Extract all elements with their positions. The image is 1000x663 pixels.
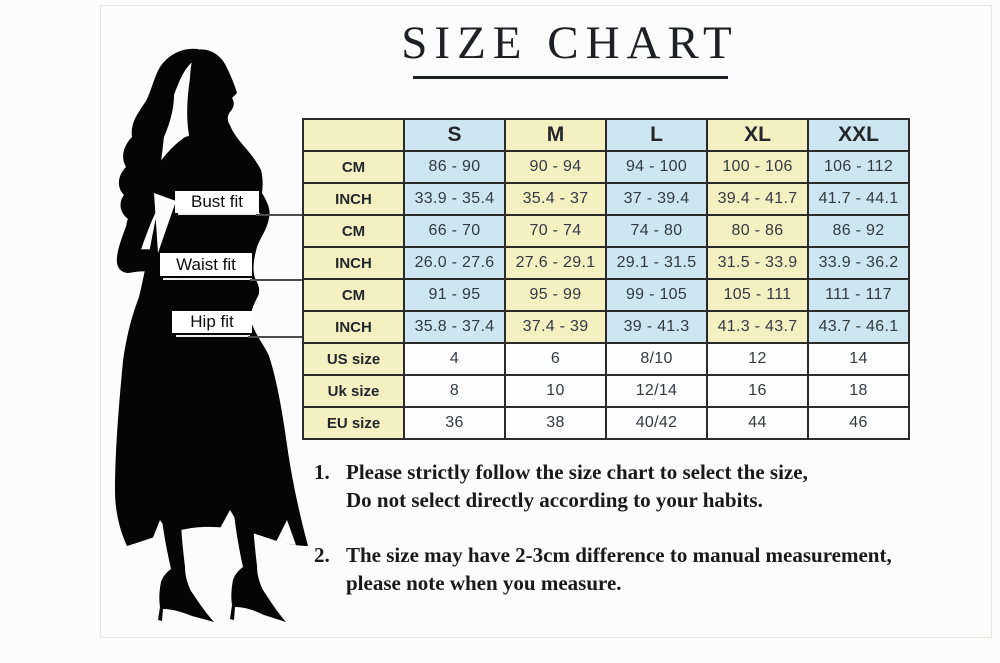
size-value-cell: 36 bbox=[403, 406, 506, 440]
size-value-cell: 80 - 86 bbox=[706, 214, 809, 248]
size-value-cell: 35.8 - 37.4 bbox=[403, 310, 506, 344]
table-header-row: S M L XL XXL bbox=[302, 118, 910, 152]
size-value-cell: 100 - 106 bbox=[706, 150, 809, 184]
row-label-cell: INCH bbox=[302, 310, 405, 344]
size-value-cell: 39 - 41.3 bbox=[605, 310, 708, 344]
size-value-cell: 99 - 105 bbox=[605, 278, 708, 312]
row-label-cell: CM bbox=[302, 214, 405, 248]
row-label-cell: CM bbox=[302, 150, 405, 184]
size-column-header: S bbox=[403, 118, 506, 152]
size-value-cell: 6 bbox=[504, 342, 607, 376]
size-column-header: M bbox=[504, 118, 607, 152]
size-value-cell: 37.4 - 39 bbox=[504, 310, 607, 344]
size-value-cell: 105 - 111 bbox=[706, 278, 809, 312]
size-value-cell: 35.4 - 37 bbox=[504, 182, 607, 216]
size-value-cell: 8 bbox=[403, 374, 506, 408]
hip-fit-leader-line bbox=[248, 336, 302, 338]
size-value-cell: 27.6 - 29.1 bbox=[504, 246, 607, 280]
size-value-cell: 43.7 - 46.1 bbox=[807, 310, 910, 344]
size-value-cell: 12/14 bbox=[605, 374, 708, 408]
note-line: please note when you measure. bbox=[346, 571, 622, 595]
size-column-header: XL bbox=[706, 118, 809, 152]
size-value-cell: 12 bbox=[706, 342, 809, 376]
size-value-cell: 33.9 - 36.2 bbox=[807, 246, 910, 280]
note-line: The size may have 2-3cm difference to ma… bbox=[346, 543, 892, 567]
size-value-cell: 33.9 - 35.4 bbox=[403, 182, 506, 216]
waist-fit-leader-line bbox=[250, 279, 302, 281]
right-leg-shoe bbox=[230, 513, 286, 622]
table-row-hip-inch: INCH 35.8 - 37.4 37.4 - 39 39 - 41.3 41.… bbox=[302, 310, 910, 344]
size-value-cell: 74 - 80 bbox=[605, 214, 708, 248]
size-value-cell: 46 bbox=[807, 406, 910, 440]
size-value-cell: 38 bbox=[504, 406, 607, 440]
size-value-cell: 41.7 - 44.1 bbox=[807, 182, 910, 216]
bust-fit-leader-line bbox=[256, 214, 302, 216]
table-row-uk-size: Uk size 8 10 12/14 16 18 bbox=[302, 374, 910, 408]
table-row-waist-cm: CM 66 - 70 70 - 74 74 - 80 80 - 86 86 - … bbox=[302, 214, 910, 248]
size-value-cell: 70 - 74 bbox=[504, 214, 607, 248]
size-value-cell: 37 - 39.4 bbox=[605, 182, 708, 216]
size-column-header: XXL bbox=[807, 118, 910, 152]
size-value-cell: 10 bbox=[504, 374, 607, 408]
note-number: 1. bbox=[314, 460, 330, 484]
title-underline bbox=[413, 76, 728, 79]
table-row-eu-size: EU size 36 38 40/42 44 46 bbox=[302, 406, 910, 440]
note-text: Please strictly follow the size chart to… bbox=[346, 458, 974, 514]
size-value-cell: 111 - 117 bbox=[807, 278, 910, 312]
bust-fit-label: Bust fit bbox=[175, 191, 259, 213]
row-label-cell: INCH bbox=[302, 246, 405, 280]
body-shape bbox=[115, 49, 308, 547]
size-value-cell: 31.5 - 33.9 bbox=[706, 246, 809, 280]
size-value-cell: 86 - 92 bbox=[807, 214, 910, 248]
size-value-cell: 86 - 90 bbox=[403, 150, 506, 184]
size-value-cell: 90 - 94 bbox=[504, 150, 607, 184]
table-corner-cell bbox=[302, 118, 405, 152]
size-value-cell: 26.0 - 27.6 bbox=[403, 246, 506, 280]
table-row-hip-cm: CM 91 - 95 95 - 99 99 - 105 105 - 111 11… bbox=[302, 278, 910, 312]
row-label-cell: Uk size bbox=[302, 374, 405, 408]
size-value-cell: 8/10 bbox=[605, 342, 708, 376]
row-label-cell: EU size bbox=[302, 406, 405, 440]
note-line: Please strictly follow the size chart to… bbox=[346, 460, 808, 484]
size-value-cell: 14 bbox=[807, 342, 910, 376]
note-2: 2. The size may have 2-3cm difference to… bbox=[314, 541, 974, 597]
size-value-cell: 39.4 - 41.7 bbox=[706, 182, 809, 216]
size-value-cell: 91 - 95 bbox=[403, 278, 506, 312]
size-value-cell: 41.3 - 43.7 bbox=[706, 310, 809, 344]
row-label-cell: CM bbox=[302, 278, 405, 312]
size-value-cell: 16 bbox=[706, 374, 809, 408]
arm-gap bbox=[154, 193, 176, 253]
size-value-cell: 106 - 112 bbox=[807, 150, 910, 184]
table-row-bust-inch: INCH 33.9 - 35.4 35.4 - 37 37 - 39.4 39.… bbox=[302, 182, 910, 216]
page-title: SIZE CHART bbox=[401, 17, 739, 69]
table-row-us-size: US size 4 6 8/10 12 14 bbox=[302, 342, 910, 376]
size-value-cell: 66 - 70 bbox=[403, 214, 506, 248]
size-value-cell: 18 bbox=[807, 374, 910, 408]
table-row-waist-inch: INCH 26.0 - 27.6 27.6 - 29.1 29.1 - 31.5… bbox=[302, 246, 910, 280]
waist-fit-label: Waist fit bbox=[160, 253, 252, 276]
hem-notch bbox=[276, 520, 296, 545]
size-chart-table: S M L XL XXL CM 86 - 90 90 - 94 94 - 100… bbox=[302, 118, 910, 440]
size-value-cell: 44 bbox=[706, 406, 809, 440]
waist-fit-underline bbox=[163, 278, 252, 280]
note-1: 1. Please strictly follow the size chart… bbox=[314, 458, 974, 514]
note-line: Do not select directly according to your… bbox=[346, 488, 763, 512]
hip-fit-underline bbox=[176, 335, 250, 337]
hair-shape bbox=[118, 48, 200, 238]
table-row-bust-cm: CM 86 - 90 90 - 94 94 - 100 100 - 106 10… bbox=[302, 150, 910, 184]
row-label-cell: US size bbox=[302, 342, 405, 376]
size-value-cell: 4 bbox=[403, 342, 506, 376]
bust-fit-underline bbox=[178, 213, 260, 215]
size-value-cell: 40/42 bbox=[605, 406, 708, 440]
size-value-cell: 94 - 100 bbox=[605, 150, 708, 184]
row-label-cell: INCH bbox=[302, 182, 405, 216]
hip-fit-label: Hip fit bbox=[172, 311, 252, 333]
size-column-header: L bbox=[605, 118, 708, 152]
note-text: The size may have 2-3cm difference to ma… bbox=[346, 541, 974, 597]
size-value-cell: 29.1 - 31.5 bbox=[605, 246, 708, 280]
size-value-cell: 95 - 99 bbox=[504, 278, 607, 312]
left-leg-shoe bbox=[158, 517, 214, 622]
note-number: 2. bbox=[314, 543, 330, 567]
